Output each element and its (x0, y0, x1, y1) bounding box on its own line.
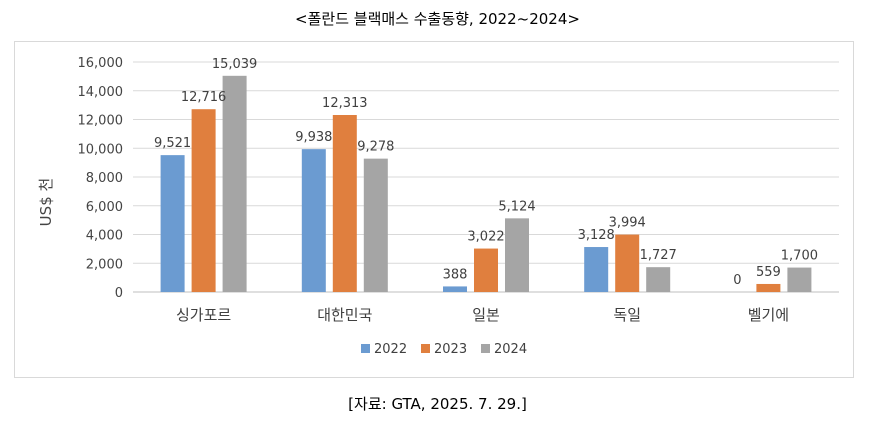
bar-chart: 0 2,000 4,000 6,000 8,000 10,000 12,000 14,000 1… (37, 56, 839, 357)
bar-2022 (301, 149, 326, 292)
bar-2023 (474, 248, 498, 292)
y-axis-ticks: 0 2,000 4,000 6,000 8,000 10,000 12,000 14,000 1… (78, 56, 124, 301)
data-label: 0 (733, 273, 741, 288)
data-label: 12,716 (181, 90, 227, 105)
data-label: 9,521 (154, 136, 191, 151)
y-tick-label: 2,000 (86, 257, 123, 272)
y-tick-label: 16,000 (78, 56, 124, 71)
data-label: 1,727 (640, 248, 677, 263)
x-axis-ticks: 싱가포르 대한민국 일본 독일 벨기에 (176, 306, 789, 324)
x-tick-label: 싱가포르 (176, 306, 231, 324)
data-label: 5,124 (498, 199, 535, 214)
data-labels: 9,521 12,716 15,039 9,938 12,313 9,278 388 3,02… (154, 57, 818, 288)
legend-label: 2024 (494, 342, 527, 357)
bar-2023 (332, 115, 357, 292)
chart-title: <폴란드 블랙매스 수출동향, 2022~2024> (295, 10, 580, 28)
data-label: 15,039 (212, 57, 258, 72)
y-tick-label: 4,000 (86, 229, 123, 244)
y-axis-label: US$ 천 (37, 178, 55, 227)
bar-2024 (646, 267, 671, 292)
bar-2024 (787, 267, 812, 292)
x-tick-label: 대한민국 (317, 306, 372, 324)
bar-2022 (443, 286, 467, 292)
y-tick-label: 6,000 (86, 200, 123, 215)
data-label: 388 (443, 267, 468, 282)
bar-2024 (222, 75, 247, 292)
bars (160, 75, 812, 293)
data-label: 3,994 (609, 216, 646, 231)
legend-swatch-2024 (481, 344, 490, 353)
chart-area: 0 2,000 4,000 6,000 8,000 10,000 12,000 14,000 1… (14, 41, 854, 378)
data-label: 12,313 (322, 96, 368, 111)
x-tick-label: 독일 (613, 306, 641, 324)
data-label: 3,128 (578, 228, 615, 243)
bar-2023 (615, 234, 640, 292)
data-label: 3,022 (467, 230, 504, 245)
gridlines (133, 61, 839, 293)
y-tick-label: 10,000 (78, 142, 124, 157)
bar-2024 (505, 218, 529, 292)
x-tick-label: 일본 (472, 306, 500, 324)
data-label: 9,278 (357, 140, 394, 155)
data-label: 1,700 (781, 249, 818, 264)
legend: 2022 2023 2024 (361, 342, 527, 357)
bar-2022 (160, 155, 185, 292)
y-tick-label: 0 (115, 286, 123, 301)
y-tick-label: 12,000 (78, 114, 124, 129)
legend-swatch-2022 (361, 344, 370, 353)
bar-2022 (584, 247, 609, 292)
y-tick-label: 14,000 (78, 85, 124, 100)
data-label: 559 (756, 265, 781, 280)
bar-2024 (363, 158, 388, 292)
y-tick-label: 8,000 (86, 171, 123, 186)
bar-2023 (191, 109, 216, 293)
bar-2023 (756, 283, 781, 292)
legend-label: 2023 (434, 342, 467, 357)
legend-swatch-2023 (421, 344, 430, 353)
x-tick-label: 벨기에 (748, 306, 789, 324)
source-note: [자료: GTA, 2025. 7. 29.] (348, 395, 527, 413)
legend-label: 2022 (374, 342, 407, 357)
data-label: 9,938 (295, 130, 332, 145)
